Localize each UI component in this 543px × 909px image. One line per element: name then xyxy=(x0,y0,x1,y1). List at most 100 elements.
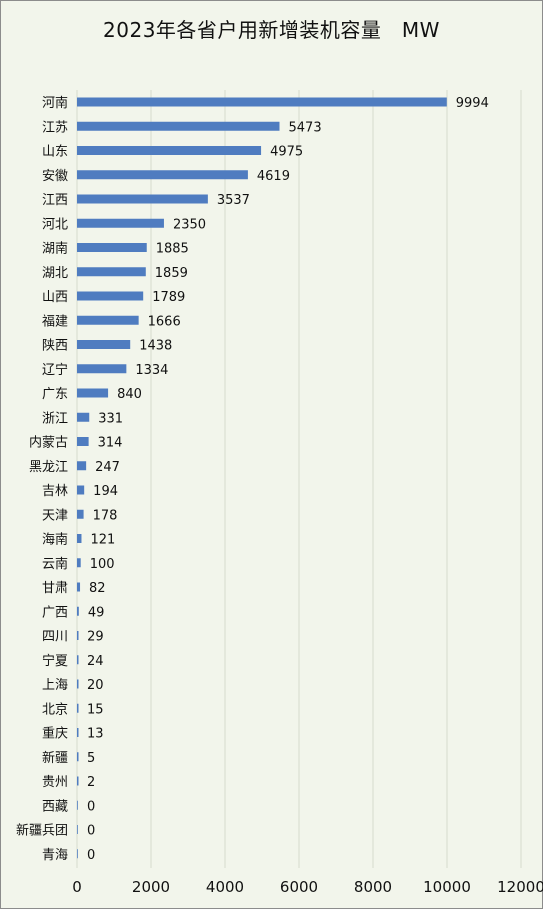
value-label: 1666 xyxy=(148,314,181,329)
bar xyxy=(77,170,248,180)
value-label: 9994 xyxy=(456,96,489,111)
value-label: 49 xyxy=(88,605,105,620)
category-label: 新疆 xyxy=(42,750,68,766)
category-label: 西藏 xyxy=(42,799,68,814)
category-label: 陕西 xyxy=(42,339,68,354)
x-tick-label: 4000 xyxy=(206,878,244,896)
bar xyxy=(77,752,79,762)
category-label: 北京 xyxy=(42,702,68,717)
bar xyxy=(77,267,146,277)
bar xyxy=(77,655,79,665)
bar xyxy=(77,631,79,640)
category-label: 甘肃 xyxy=(42,581,68,596)
value-label: 314 xyxy=(98,436,123,451)
value-label: 1438 xyxy=(139,339,172,354)
category-label: 黑龙江 xyxy=(29,460,68,475)
bar xyxy=(77,776,79,786)
category-label: 广东 xyxy=(42,387,68,402)
category-label: 内蒙古 xyxy=(29,435,68,451)
category-label: 湖北 xyxy=(42,266,68,281)
category-label: 安徽 xyxy=(42,169,68,184)
value-label: 5 xyxy=(87,751,95,766)
bar xyxy=(77,728,79,737)
category-label: 福建 xyxy=(42,314,68,329)
value-label: 100 xyxy=(90,557,115,572)
x-tick-label: 0 xyxy=(72,878,82,896)
value-label: 0 xyxy=(87,848,95,863)
category-label: 河北 xyxy=(42,217,68,232)
bar xyxy=(77,194,208,204)
bar xyxy=(77,509,84,519)
category-label: 江苏 xyxy=(42,119,68,135)
value-label: 4619 xyxy=(257,169,290,184)
value-label: 0 xyxy=(87,799,95,814)
value-label: 24 xyxy=(87,654,104,669)
category-label: 新疆兵团 xyxy=(16,823,68,839)
bar xyxy=(77,582,81,592)
value-label: 331 xyxy=(98,411,123,426)
x-tick-label: 2000 xyxy=(132,878,170,896)
bar xyxy=(77,315,139,325)
value-label: 194 xyxy=(93,484,118,499)
value-label: 840 xyxy=(117,387,142,402)
category-label: 青海 xyxy=(42,848,68,863)
bar xyxy=(77,146,262,155)
category-labels: 河南江苏山东安徽江西河北湖南湖北山西福建陕西辽宁广东浙江内蒙古黑龙江吉林天津海南… xyxy=(16,95,68,863)
value-label: 20 xyxy=(87,678,104,693)
category-label: 山东 xyxy=(42,145,68,160)
category-label: 浙江 xyxy=(42,411,68,426)
category-label: 广西 xyxy=(42,605,68,620)
bar xyxy=(77,340,131,349)
value-label: 29 xyxy=(87,630,104,645)
bar xyxy=(77,825,78,834)
category-label: 天津 xyxy=(42,508,68,523)
bar xyxy=(77,606,79,616)
bar xyxy=(77,703,79,713)
value-label: 2350 xyxy=(173,217,206,232)
category-label: 四川 xyxy=(42,630,68,645)
value-label: 13 xyxy=(87,727,104,742)
bar xyxy=(77,97,447,107)
bar xyxy=(77,291,144,301)
bar xyxy=(77,437,89,446)
value-label: 1334 xyxy=(135,363,168,378)
category-label: 山西 xyxy=(42,290,68,305)
x-tick-labels: 0 2000 4000 6000 8000 10000 12000 xyxy=(72,878,543,896)
value-label: 5473 xyxy=(289,120,322,135)
value-label: 4975 xyxy=(270,145,303,160)
gridlines xyxy=(76,90,522,868)
x-tick-label: 8000 xyxy=(354,878,392,896)
category-label: 吉林 xyxy=(42,484,68,499)
bar xyxy=(77,679,79,689)
bar xyxy=(77,364,127,374)
value-label: 1859 xyxy=(155,266,188,281)
bar xyxy=(77,534,82,543)
bar xyxy=(77,388,109,398)
bar xyxy=(77,849,78,859)
value-labels: 9994 5473 4975 4619 3537 2350 1885 1859 1789 1666… xyxy=(87,96,489,863)
x-tick-label: 6000 xyxy=(280,878,318,896)
bar xyxy=(77,485,85,495)
category-label: 上海 xyxy=(42,678,68,693)
bar xyxy=(77,121,280,131)
bar xyxy=(77,461,87,471)
category-label: 江西 xyxy=(42,193,68,208)
category-label: 河南 xyxy=(42,95,68,111)
category-label: 海南 xyxy=(42,532,68,548)
value-label: 0 xyxy=(87,824,95,839)
value-label: 3537 xyxy=(217,193,250,208)
bar xyxy=(77,412,90,422)
category-label: 重庆 xyxy=(42,726,68,742)
value-label: 1885 xyxy=(156,242,189,257)
value-label: 82 xyxy=(89,581,106,596)
bar xyxy=(77,243,147,252)
category-label: 湖南 xyxy=(42,241,68,257)
category-label: 辽宁 xyxy=(42,362,68,378)
value-label: 2 xyxy=(87,775,95,790)
value-label: 15 xyxy=(87,702,104,717)
category-label: 宁夏 xyxy=(42,653,68,669)
bar xyxy=(77,558,81,568)
value-label: 1789 xyxy=(152,290,185,305)
category-label: 云南 xyxy=(42,556,68,572)
